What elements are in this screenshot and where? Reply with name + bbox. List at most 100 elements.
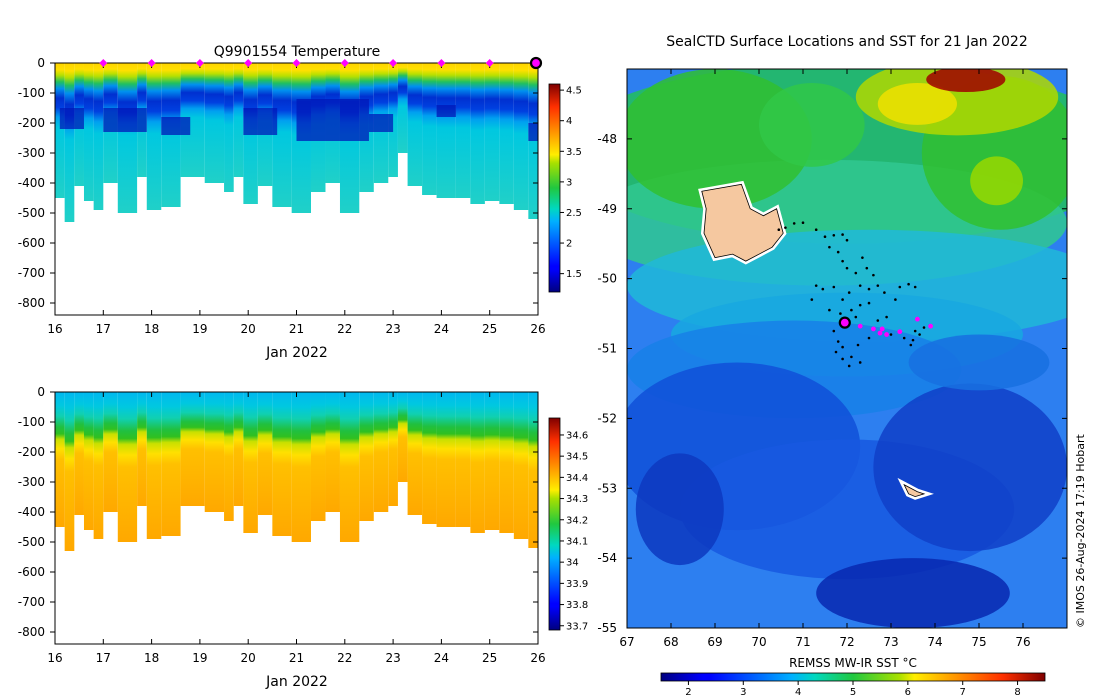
salinity-x-ticks: 16 17 18 19 20 21 22 23 24 25 26 (47, 392, 546, 665)
recent-location-marker (879, 326, 885, 332)
track-point (841, 298, 844, 301)
salinity-xlabel: Jan 2022 (265, 674, 328, 690)
track-point (854, 271, 858, 275)
salinity-colorbar-ticks: 33.7 33.8 33.9 34 34.1 34.2 34.3 34.4 34.5 34.6 (560, 430, 588, 632)
salinity-profile-column (470, 392, 485, 533)
sst-map-title: SealCTD Surface Locations and SST for 21… (666, 34, 1027, 50)
temperature-colorbar-ticks: 1.5 2 2.5 3 3.5 4 4.5 (560, 86, 582, 280)
track-point (865, 266, 869, 270)
sst-x-tick-label: 75 (971, 635, 986, 649)
temperature-cold-band (368, 114, 394, 132)
y-tick-label: -300 (18, 475, 45, 489)
y-tick-label: -800 (18, 296, 45, 310)
track-point (792, 222, 796, 225)
track-point (858, 284, 862, 287)
track-point (836, 340, 840, 343)
temperature-profile-column (272, 63, 292, 207)
colorbar-tick-label: 4.5 (566, 86, 582, 97)
x-tick-label: 22 (337, 651, 352, 665)
salinity-profile-column (499, 392, 514, 533)
y-tick-label: -600 (18, 236, 45, 250)
track-point (876, 319, 880, 322)
salinity-profile-column (484, 392, 500, 530)
track-point (777, 228, 781, 232)
track-point (854, 315, 858, 319)
salinity-profile-column (359, 392, 374, 521)
x-tick-label: 21 (289, 651, 304, 665)
temperature-profile-column (93, 63, 104, 210)
temperature-panel: Q9901554 Temperature 16 17 18 19 20 21 22 23 24 2… (18, 44, 582, 361)
salinity-profile-column (339, 392, 360, 542)
temperature-surface-markers (99, 56, 543, 70)
y-tick-label: -800 (18, 625, 45, 639)
y-tick-label: 0 (37, 56, 45, 70)
sst-anomaly-patch (635, 453, 724, 566)
x-tick-label: 24 (434, 322, 449, 336)
sst-x-tick-label: 76 (1015, 635, 1030, 649)
current-profile-marker (529, 56, 543, 70)
track-point (834, 350, 838, 354)
sst-colorbar-tick-label: 5 (850, 687, 856, 698)
temperature-profile-column (397, 63, 408, 153)
temperature-profile-column (224, 63, 234, 192)
track-point (847, 364, 851, 368)
salinity-profile-column (388, 392, 398, 506)
salinity-profile-column (161, 392, 181, 536)
salinity-profile-column (436, 392, 456, 527)
sst-y-tick-label: -55 (597, 621, 617, 635)
colorbar-tick-label: 4 (566, 116, 572, 127)
colorbar-tick-label: 2 (566, 239, 572, 250)
temperature-profile-column (499, 63, 514, 204)
sst-colorbar-tick-label: 6 (905, 687, 911, 698)
sst-land (698, 180, 934, 500)
sst-colorbar (660, 672, 1046, 682)
sst-y-tick-label: -54 (597, 551, 617, 565)
x-tick-label: 25 (482, 322, 497, 336)
salinity-profile-column (422, 392, 437, 524)
x-tick-label: 20 (241, 322, 256, 336)
y-tick-label: -500 (18, 535, 45, 549)
colorbar-tick-label: 34.4 (566, 473, 588, 484)
salinity-profile-column (373, 392, 389, 512)
colorbar-tick-label: 1.5 (566, 269, 582, 280)
recent-location-marker (857, 323, 863, 329)
track-point (913, 285, 917, 289)
temperature-profile-column (455, 63, 471, 198)
temperature-cold-band (436, 105, 456, 117)
y-tick-label: -100 (18, 415, 45, 429)
x-tick-label: 20 (241, 651, 256, 665)
y-tick-label: -600 (18, 565, 45, 579)
track-point (823, 235, 827, 238)
salinity-profile-column (513, 392, 529, 539)
colorbar-tick-label: 33.9 (566, 579, 588, 590)
temperature-profile-column (146, 63, 162, 210)
track-point (867, 287, 871, 291)
track-point (867, 336, 871, 340)
salinity-profile-column (310, 392, 326, 521)
heard-island (903, 483, 926, 498)
sst-y-tick-label: -50 (597, 272, 617, 286)
salinity-profile-column (64, 392, 75, 551)
salinity-profile-column (455, 392, 471, 527)
temperature-profile-column (64, 63, 75, 222)
temperature-cold-band (296, 99, 369, 141)
colorbar-tick-label: 34.1 (566, 536, 588, 547)
track-point (821, 287, 825, 291)
sst-anomaly-patch (759, 82, 865, 167)
salinity-panel: 16 17 18 19 20 21 22 23 24 25 26 0 -100 -200 -300 -400… (18, 385, 589, 690)
sst-y-tick-label: -51 (597, 342, 617, 356)
sst-x-tick-label: 70 (751, 635, 766, 649)
temperature-title: Q9901554 Temperature (214, 44, 381, 60)
salinity-profile-column (180, 392, 205, 506)
salinity-profile-column (291, 392, 311, 542)
track-point (858, 361, 862, 364)
track-point (814, 284, 818, 287)
recent-location-marker (871, 326, 876, 332)
recent-location-marker (928, 323, 933, 329)
sst-x-tick-label: 68 (663, 635, 678, 649)
track-point (918, 333, 921, 336)
sst-anomaly-patch (926, 69, 1006, 93)
surface-profile-marker (389, 59, 398, 67)
surface-profile-marker (147, 59, 156, 67)
salinity-profile-column (146, 392, 162, 539)
